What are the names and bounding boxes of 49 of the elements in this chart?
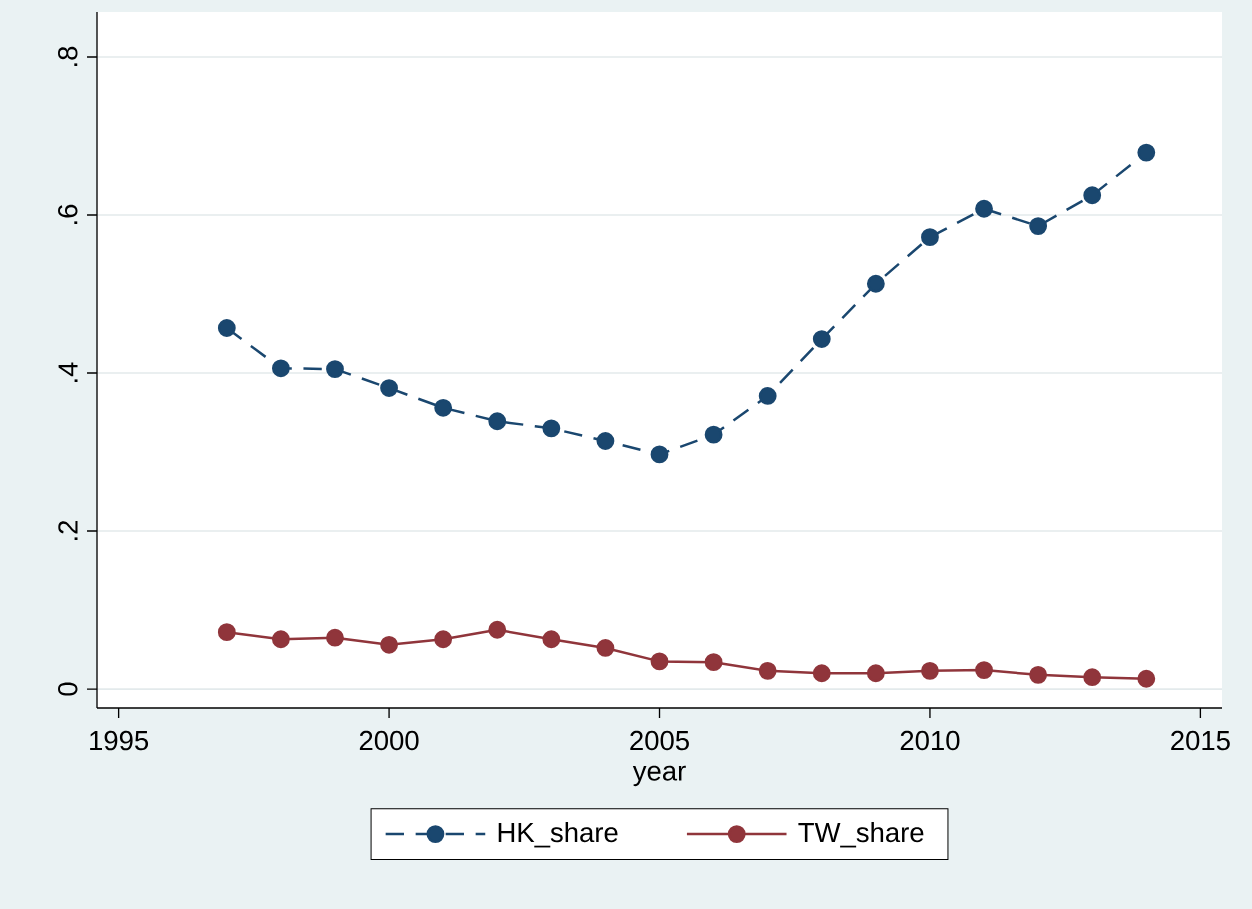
point <box>271 359 290 378</box>
x-tick-label: 2010 <box>900 730 960 751</box>
point <box>1029 217 1048 236</box>
point <box>1029 665 1048 684</box>
point <box>704 425 723 444</box>
point <box>975 199 993 218</box>
x-tick-label: 2015 <box>1171 730 1230 751</box>
point <box>921 661 939 680</box>
point <box>380 635 398 654</box>
point <box>596 639 615 657</box>
point <box>271 630 290 649</box>
y-tick-label: .2 <box>58 520 78 540</box>
point <box>812 330 831 348</box>
point <box>812 664 831 683</box>
point <box>975 661 993 679</box>
x-axis-title: year <box>632 765 686 787</box>
point <box>704 653 723 672</box>
point <box>758 387 777 405</box>
point <box>434 398 453 417</box>
point <box>488 412 507 431</box>
x-tick-label: 2005 <box>630 730 689 751</box>
point <box>217 623 236 642</box>
point <box>488 620 507 639</box>
y-tick-label: 0 <box>58 682 78 696</box>
point <box>921 228 939 247</box>
point <box>650 652 669 671</box>
point <box>1137 143 1156 162</box>
point <box>542 419 561 438</box>
point <box>326 628 344 647</box>
point <box>1137 669 1156 688</box>
point <box>650 445 669 464</box>
point <box>758 661 777 680</box>
point <box>434 630 453 649</box>
point <box>596 432 615 450</box>
point <box>542 630 561 649</box>
y-tick-label: .8 <box>58 46 78 66</box>
x-tick-label: 2000 <box>359 730 419 751</box>
point <box>326 360 344 378</box>
y-tick-label: .4 <box>58 362 78 382</box>
y-tick-label: .6 <box>58 204 78 224</box>
point <box>866 664 885 683</box>
legend-label: TW_share <box>798 822 924 848</box>
x-tick-label: 1995 <box>90 730 149 751</box>
point <box>217 319 236 337</box>
point <box>1083 668 1102 687</box>
point <box>866 274 885 293</box>
legend-label: HK_share <box>498 822 618 848</box>
point <box>380 379 398 397</box>
point <box>1083 186 1102 205</box>
